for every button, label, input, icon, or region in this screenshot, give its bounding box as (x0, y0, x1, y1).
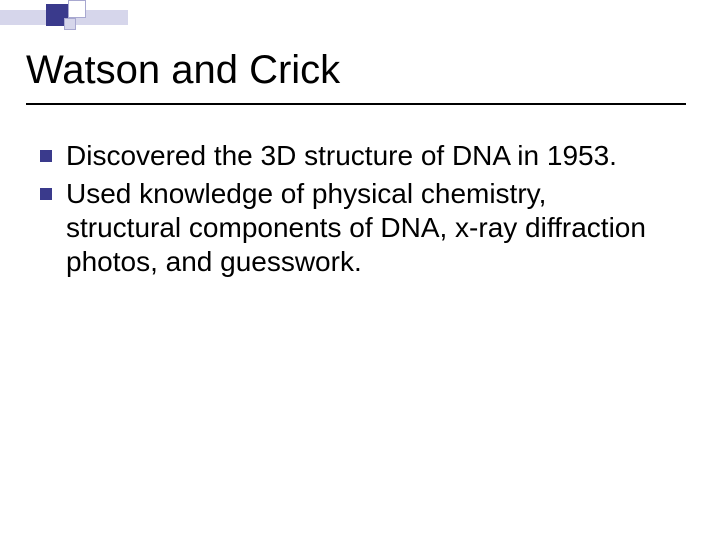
bullet-text: Used knowledge of physical chemistry, st… (66, 177, 666, 279)
decoration-square-small (64, 18, 76, 30)
list-item: Discovered the 3D structure of DNA in 19… (40, 139, 694, 173)
slide-body: Watson and Crick Discovered the 3D struc… (26, 48, 694, 284)
title-underline (26, 103, 686, 105)
decoration-square-outline (68, 0, 86, 18)
bullet-list: Discovered the 3D structure of DNA in 19… (26, 139, 694, 280)
corner-decoration (0, 0, 150, 36)
square-bullet-icon (40, 150, 52, 162)
square-bullet-icon (40, 188, 52, 200)
slide-title: Watson and Crick (26, 48, 694, 93)
bullet-text: Discovered the 3D structure of DNA in 19… (66, 139, 617, 173)
list-item: Used knowledge of physical chemistry, st… (40, 177, 694, 279)
